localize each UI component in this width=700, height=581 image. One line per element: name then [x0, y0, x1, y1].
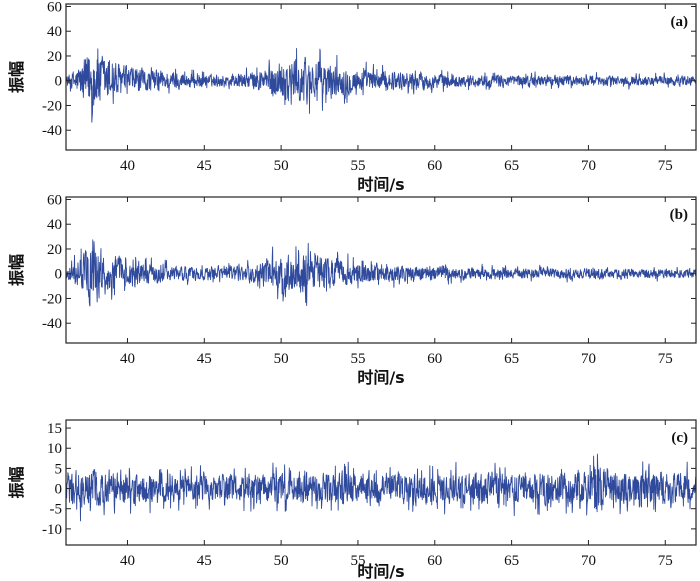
x-tick-label: 40 [120, 158, 135, 174]
x-tick-label: 60 [427, 351, 442, 367]
y-tick-label: -40 [42, 123, 62, 139]
y-tick-label: -5 [50, 502, 63, 518]
panel-a: 40 45 50 55 60 65 70 75 -40 -20 0 20 40 60 (a) 时间/s 振幅 [7, 0, 697, 194]
x-tick-label: 75 [658, 351, 673, 367]
x-tick-label: 50 [274, 351, 289, 367]
y-tick-label: 0 [55, 482, 63, 498]
plot-frame [65, 196, 697, 344]
x-tick-label: 75 [658, 553, 673, 569]
panel-label: (c) [671, 430, 688, 446]
x-axis-title: 时间/s [357, 562, 404, 581]
y-tick-label: 10 [47, 441, 62, 457]
panel-label: (b) [670, 207, 688, 223]
x-tick-label: 55 [350, 158, 365, 174]
x-tick-label: 75 [658, 158, 673, 174]
y-tick-label: 20 [47, 49, 62, 65]
y-axis-title: 振幅 [7, 61, 26, 93]
y-tick-label: -40 [42, 316, 62, 332]
x-tick-label: 45 [197, 158, 212, 174]
panel-c: 40 45 50 55 60 65 70 75 -10 -5 0 5 10 15 (c) 时间/s 振幅 [7, 419, 697, 581]
y-tick-label: 5 [55, 461, 63, 477]
y-tick-label: 15 [47, 421, 62, 437]
x-tick-label: 40 [120, 351, 135, 367]
panel-b: 40 45 50 55 60 65 70 75 -40 -20 0 20 40 60 (b) 时间/s 振幅 [7, 192, 697, 387]
y-axis-title: 振幅 [7, 466, 26, 498]
x-axis-title: 时间/s [357, 175, 404, 194]
y-tick-label: -20 [42, 98, 62, 114]
x-axis-title: 时间/s [357, 368, 404, 387]
x-tick-label: 60 [427, 158, 442, 174]
x-tick-label: 45 [197, 553, 212, 569]
x-tick-label: 65 [504, 351, 519, 367]
y-tick-label: 60 [47, 0, 62, 15]
waveform-trace [66, 453, 696, 522]
x-tick-label: 55 [350, 553, 365, 569]
y-tick-label: 0 [55, 74, 63, 90]
y-tick-label: 0 [55, 267, 63, 283]
plot-frame [65, 3, 697, 151]
y-tick-label: 20 [47, 242, 62, 258]
y-axis-title: 振幅 [7, 254, 26, 286]
plot-frame [65, 419, 697, 546]
y-tick-label: -20 [42, 291, 62, 307]
y-tick-label: 40 [47, 24, 62, 40]
x-tick-label: 70 [581, 351, 596, 367]
x-tick-label: 50 [274, 158, 289, 174]
x-tick-label: 70 [581, 553, 596, 569]
x-tick-label: 50 [274, 553, 289, 569]
x-tick-label: 40 [120, 553, 135, 569]
y-tick-label: 40 [47, 217, 62, 233]
y-tick-label: -10 [42, 522, 62, 538]
y-tick-label: 60 [47, 192, 62, 208]
x-tick-label: 60 [427, 553, 442, 569]
x-tick-label: 55 [350, 351, 365, 367]
panel-label: (a) [671, 14, 689, 30]
waveform-trace [66, 239, 696, 307]
waveform-trace [66, 47, 696, 123]
x-tick-label: 45 [197, 351, 212, 367]
x-tick-label: 65 [504, 553, 519, 569]
x-tick-label: 70 [581, 158, 596, 174]
x-tick-label: 65 [504, 158, 519, 174]
